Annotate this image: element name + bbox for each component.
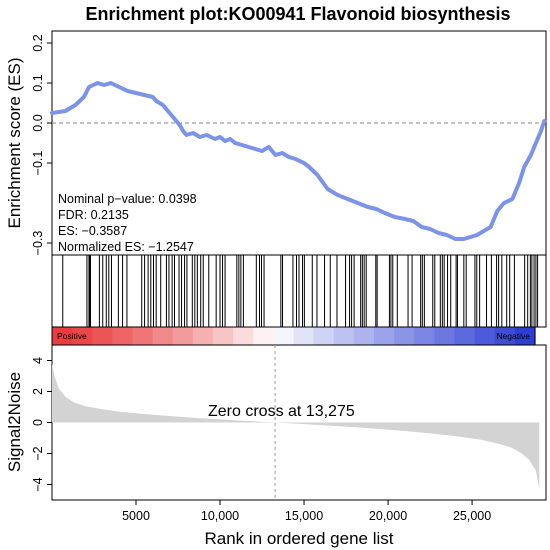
x-tick-label: 15,000 <box>285 509 323 523</box>
negative-label: Negative <box>496 331 530 341</box>
rank-segment <box>293 327 315 345</box>
rank-segment <box>414 327 435 345</box>
hits-panel <box>51 254 547 328</box>
rank-segment <box>514 327 536 345</box>
rank-segment <box>112 327 134 345</box>
rank-segment <box>213 327 234 345</box>
chart-title: Enrichment plot:KO00941 Flavonoid biosyn… <box>85 4 510 24</box>
x-axis-label: Rank in ordered gene list <box>204 529 393 548</box>
signal-y-tick-label: −4 <box>31 477 45 491</box>
rank-segment <box>172 327 194 345</box>
es-y-tick-label: −0.1 <box>31 151 45 176</box>
rank-segment <box>474 327 496 345</box>
hit-lines <box>62 255 539 327</box>
x-tick-label: 10,000 <box>201 509 239 523</box>
rank-segment <box>454 327 476 345</box>
signal-y-tick-label: 2 <box>31 388 45 395</box>
rank-segment <box>313 327 335 345</box>
rank-segment <box>333 327 355 345</box>
rank-segment <box>152 327 174 345</box>
rank-segment <box>52 327 73 345</box>
signal-y-ticks: 4 2 0 −2 −4 <box>31 357 52 492</box>
signal-y-tick-label: 0 <box>31 419 45 426</box>
rank-segment <box>72 327 93 345</box>
es-y-tick-label: 0.1 <box>31 74 45 91</box>
stat-fdr: FDR: 0.2135 <box>58 208 129 222</box>
es-y-tick-label: −0.3 <box>31 231 45 256</box>
rank-segment <box>233 327 254 345</box>
enrichment-score-line <box>50 81 547 241</box>
x-tick-label: 25,000 <box>453 509 491 523</box>
es-y-tick-label: 0.0 <box>31 114 45 131</box>
rank-segment <box>253 327 274 345</box>
rank-gradient <box>52 327 536 345</box>
signal-y-axis-label: Signal2Noise <box>5 372 24 472</box>
rank-segment <box>353 327 375 345</box>
rank-segment <box>374 327 395 345</box>
rank-segment <box>273 327 295 345</box>
signal-y-tick-label: −2 <box>31 446 45 460</box>
rank-segment <box>192 327 214 345</box>
zero-cross-label: Zero cross at 13,275 <box>208 403 355 420</box>
signal-panel: Zero cross at 13,275 4 2 0 −2 −4 Signal2Nois… <box>5 344 547 501</box>
rank-segment <box>92 327 113 345</box>
rank-segment <box>394 327 415 345</box>
stat-es: ES: −0.3587 <box>58 224 127 238</box>
es-y-axis-label: Enrichment score (ES) <box>5 58 24 229</box>
stat-nes: Normalized ES: −1.2547 <box>58 240 194 254</box>
es-y-tick-label: 0.2 <box>31 34 45 51</box>
rank-segment <box>494 327 516 345</box>
x-tick-label: 20,000 <box>369 509 407 523</box>
es-panel: 0.2 0.1 0.0 −0.1 −0.3 Nominal p−value: 0.039… <box>5 30 547 256</box>
ranking-color-bar: Positive Negative <box>51 326 536 346</box>
positive-label: Positive <box>57 331 87 341</box>
rank-segment <box>132 327 154 345</box>
x-axis: 5000 10,000 15,000 20,000 25,000 <box>122 500 491 523</box>
x-tick-label: 5000 <box>122 509 150 523</box>
signal-y-tick-label: 4 <box>31 357 45 364</box>
statistics-block: Nominal p−value: 0.0398 FDR: 0.2135 ES: … <box>58 192 197 254</box>
stat-p-value: Nominal p−value: 0.0398 <box>58 192 197 206</box>
es-y-ticks: 0.2 0.1 0.0 −0.1 −0.3 <box>31 34 52 255</box>
signal-area <box>52 363 540 490</box>
rank-segment <box>434 327 456 345</box>
